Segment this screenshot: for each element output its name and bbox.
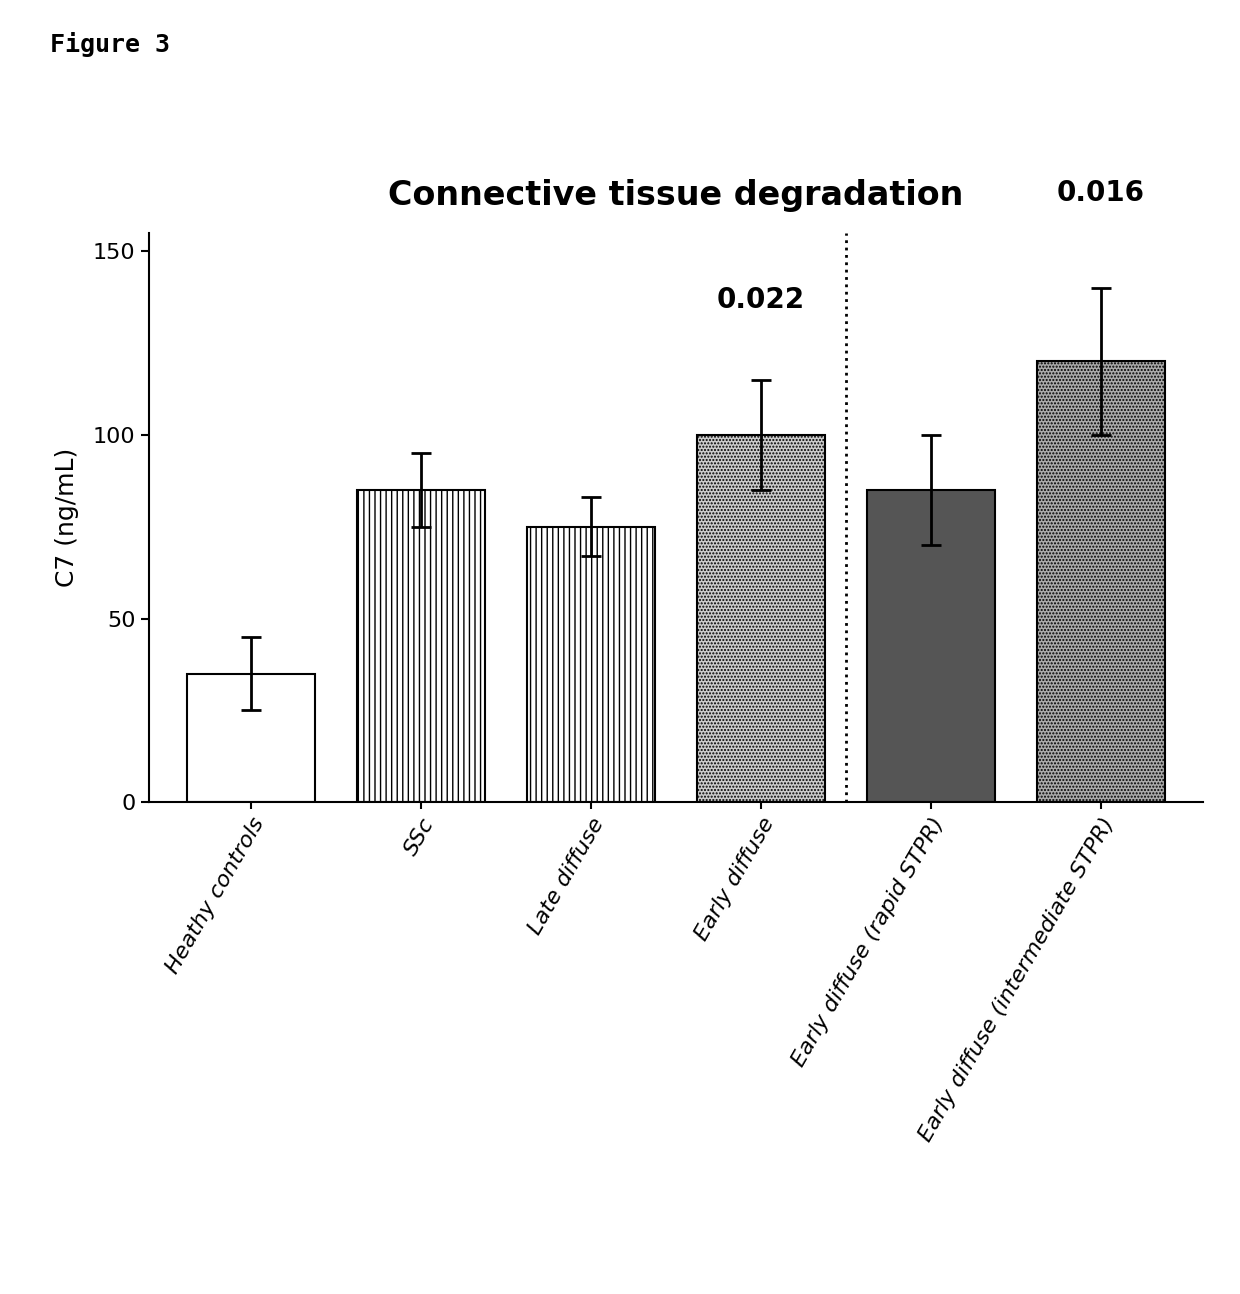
Bar: [867, 490, 994, 802]
Text: 0.022: 0.022: [717, 286, 805, 313]
Bar: [1037, 361, 1164, 802]
Y-axis label: C7 (ng/mL): C7 (ng/mL): [55, 448, 79, 587]
Bar: [187, 674, 315, 802]
Text: Figure 3: Figure 3: [50, 32, 170, 57]
Text: 0.016: 0.016: [1056, 179, 1145, 207]
Bar: [357, 490, 485, 802]
Bar: [697, 435, 825, 802]
Bar: [527, 527, 655, 802]
Title: Connective tissue degradation: Connective tissue degradation: [388, 179, 963, 212]
